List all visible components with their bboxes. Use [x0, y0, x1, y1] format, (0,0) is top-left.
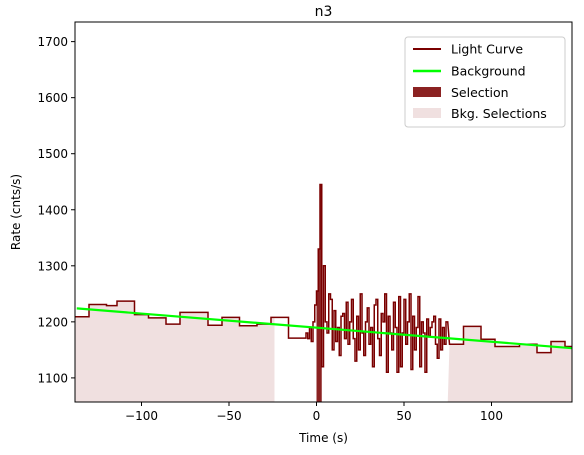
plot-frame — [74, 21, 573, 403]
y-tick-label: 1700 — [37, 35, 68, 49]
legend-box — [404, 36, 566, 128]
chart-title: n3 — [315, 4, 333, 20]
legend-swatch-selection — [413, 87, 441, 97]
legend-label-light-curve: Light Curve — [451, 42, 523, 57]
bkg-selection-region — [447, 326, 572, 402]
light-curve-line — [75, 183, 572, 374]
y-axis-label: Rate (cnts/s) — [9, 174, 23, 250]
legend: Light Curve Background Selection Bkg. Se… — [404, 36, 566, 128]
x-axis-label: Time (s) — [298, 431, 348, 445]
x-tick-label: −100 — [125, 409, 158, 423]
y-tick-label: 1300 — [37, 259, 68, 273]
background-fit-line — [76, 307, 573, 350]
legend-label-background: Background — [451, 64, 526, 79]
x-tick-label: 100 — [480, 409, 503, 423]
selection-region — [316, 184, 322, 402]
bkg-selection-region — [75, 301, 275, 402]
y-tick-label: 1200 — [37, 315, 68, 329]
x-tick-label: 50 — [396, 409, 411, 423]
x-tick-label: −50 — [216, 409, 241, 423]
legend-label-bkg-selections: Bkg. Selections — [451, 106, 547, 121]
legend-label-selection: Selection — [451, 85, 509, 100]
y-tick-label: 1100 — [37, 371, 68, 385]
legend-swatch-bkg-selections — [413, 108, 441, 118]
x-tick-label: 0 — [313, 409, 321, 423]
y-tick-label: 1500 — [37, 147, 68, 161]
y-tick-label: 1400 — [37, 203, 68, 217]
y-tick-label: 1600 — [37, 91, 68, 105]
